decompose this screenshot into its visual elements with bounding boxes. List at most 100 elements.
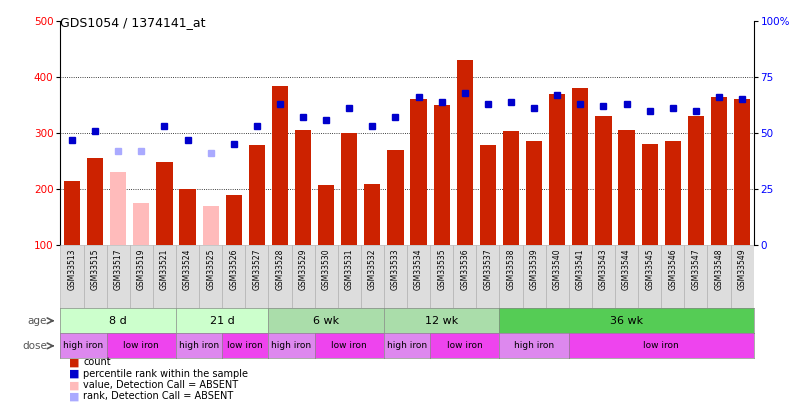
Bar [268, 245, 292, 308]
Bar [500, 245, 522, 308]
Bar [130, 245, 153, 308]
Text: GSM33530: GSM33530 [322, 249, 330, 290]
Text: low iron: low iron [227, 341, 264, 350]
Text: GDS1054 / 1374141_at: GDS1054 / 1374141_at [60, 16, 206, 29]
Bar [180, 189, 196, 245]
Text: ■: ■ [69, 369, 79, 379]
Bar [596, 116, 612, 245]
Bar [60, 245, 84, 308]
Bar [388, 150, 404, 245]
Bar [638, 245, 661, 308]
Text: low iron: low iron [123, 341, 160, 350]
Text: GSM33517: GSM33517 [114, 249, 123, 290]
Bar [708, 245, 730, 308]
Text: 12 wk: 12 wk [425, 316, 459, 326]
Text: GSM33546: GSM33546 [668, 249, 677, 290]
Text: GSM33545: GSM33545 [645, 249, 654, 290]
Bar [153, 245, 176, 308]
Text: GSM33527: GSM33527 [252, 249, 261, 290]
Text: GSM33519: GSM33519 [137, 249, 146, 290]
Bar [364, 183, 380, 245]
Bar [295, 130, 311, 245]
Text: GSM33524: GSM33524 [183, 249, 192, 290]
Bar [665, 141, 681, 245]
Text: GSM33547: GSM33547 [692, 249, 700, 290]
Bar [434, 105, 450, 245]
Text: GSM33541: GSM33541 [575, 249, 585, 290]
Bar [133, 203, 149, 245]
Bar [292, 245, 314, 308]
Text: high iron: high iron [64, 341, 104, 350]
Text: rank, Detection Call = ABSENT: rank, Detection Call = ABSENT [83, 392, 233, 401]
Text: GSM33529: GSM33529 [298, 249, 308, 290]
Text: GSM33526: GSM33526 [229, 249, 239, 290]
Text: GSM33513: GSM33513 [68, 249, 77, 290]
Text: GSM33540: GSM33540 [553, 249, 562, 290]
Bar [480, 145, 496, 245]
Text: ■: ■ [69, 358, 79, 367]
Text: 36 wk: 36 wk [610, 316, 643, 326]
Text: dose: dose [23, 341, 47, 351]
Bar [711, 96, 727, 245]
Text: GSM33543: GSM33543 [599, 249, 608, 290]
Bar [226, 195, 242, 245]
Text: age: age [27, 316, 47, 326]
Bar [592, 245, 615, 308]
Bar [318, 185, 334, 245]
Text: value, Detection Call = ABSENT: value, Detection Call = ABSENT [83, 380, 238, 390]
Bar [84, 245, 106, 308]
Bar [245, 245, 268, 308]
Bar [384, 245, 407, 308]
Bar [222, 245, 245, 308]
Text: ■: ■ [69, 392, 79, 401]
Bar [361, 245, 384, 308]
Text: high iron: high iron [387, 341, 427, 350]
Text: 6 wk: 6 wk [313, 316, 339, 326]
Bar [618, 130, 634, 245]
Text: GSM33535: GSM33535 [437, 249, 447, 290]
Text: 8 d: 8 d [110, 316, 127, 326]
Bar [642, 144, 658, 245]
Bar [272, 86, 288, 245]
Bar [249, 145, 265, 245]
Bar [734, 99, 750, 245]
Text: count: count [83, 358, 110, 367]
Text: GSM33538: GSM33538 [506, 249, 516, 290]
Text: high iron: high iron [179, 341, 219, 350]
Bar [546, 245, 569, 308]
Text: percentile rank within the sample: percentile rank within the sample [83, 369, 248, 379]
Text: GSM33549: GSM33549 [737, 249, 746, 290]
Bar [503, 131, 519, 245]
Text: GSM33534: GSM33534 [414, 249, 423, 290]
Text: low iron: low iron [331, 341, 368, 350]
Bar [453, 245, 476, 308]
Bar [156, 162, 172, 245]
Bar [661, 245, 684, 308]
Text: GSM33525: GSM33525 [206, 249, 215, 290]
Text: ■: ■ [69, 380, 79, 390]
Text: GSM33537: GSM33537 [484, 249, 492, 290]
Bar [526, 141, 542, 245]
Bar [176, 245, 199, 308]
Bar [338, 245, 361, 308]
Text: high iron: high iron [272, 341, 312, 350]
Bar [549, 94, 565, 245]
Bar [202, 206, 218, 245]
Bar [684, 245, 708, 308]
Text: low iron: low iron [447, 341, 483, 350]
Text: GSM33533: GSM33533 [391, 249, 400, 290]
Bar [457, 60, 473, 245]
Bar [615, 245, 638, 308]
Text: GSM33531: GSM33531 [345, 249, 354, 290]
Bar [476, 245, 500, 308]
Text: high iron: high iron [514, 341, 555, 350]
Bar [522, 245, 546, 308]
Text: GSM33521: GSM33521 [160, 249, 169, 290]
Bar [64, 181, 80, 245]
Bar [569, 245, 592, 308]
Text: GSM33536: GSM33536 [460, 249, 469, 290]
Bar [341, 133, 357, 245]
Bar [314, 245, 338, 308]
Bar [410, 99, 426, 245]
Text: GSM33539: GSM33539 [530, 249, 538, 290]
